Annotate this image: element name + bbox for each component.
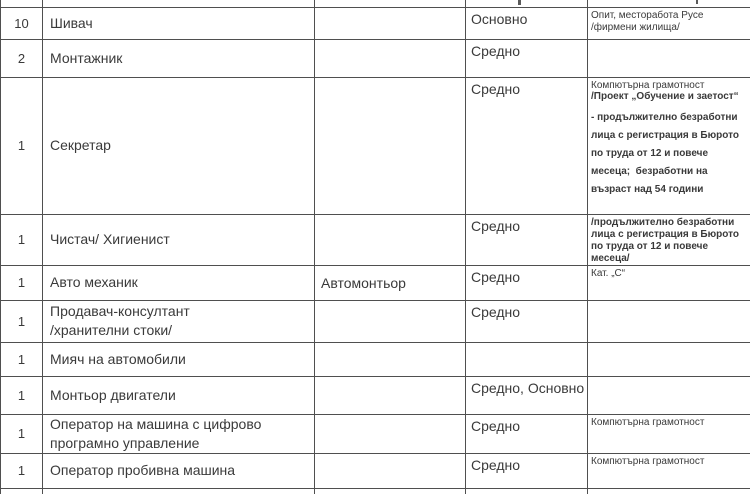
table-row: 1 Монтьор двигатели Средно, Основно <box>0 375 750 415</box>
education-cell: Средно, Основно <box>465 375 588 415</box>
vacancy-count-cell <box>0 487 43 494</box>
position-cell: Чистач/ Хигиенист <box>42 213 315 266</box>
notes-text: Компютърна грамотност <box>591 79 705 91</box>
alt-position-cell <box>314 452 466 489</box>
education-cell: Средно <box>465 299 588 343</box>
notes-cell: Компютърна грамотност /Проект „Обучение … <box>587 76 750 215</box>
table-row-clipped-top <box>0 0 750 8</box>
vacancy-count-cell: 1 <box>0 452 43 489</box>
notes-text: /продължително безработни лица с регистр… <box>591 216 739 264</box>
table-row: 1 Мияч на автомобили <box>0 341 750 377</box>
table-row: 1 Оператор на машина с цифрово програмно… <box>0 413 750 454</box>
position-cell: Оператор на машина с цифрово програмно у… <box>42 413 315 454</box>
alt-position-cell <box>314 487 466 494</box>
position-cell <box>42 0 315 8</box>
education-cell <box>465 341 588 377</box>
education-cell: Средно <box>465 76 588 215</box>
table-row: 1 Оператор пробивна машина Средно Компют… <box>0 452 750 489</box>
notes-text: Компютърна грамотност <box>591 455 705 467</box>
position-cell: Продавач-консултант /хранителни стоки/ <box>42 299 315 343</box>
notes-text: Кат. „С“ <box>591 267 626 279</box>
table-row: 1 Секретар Средно Компютърна грамотност … <box>0 76 750 215</box>
clipped-text-artifact <box>518 0 521 5</box>
education-cell: Основно <box>465 6 588 40</box>
vacancy-count-cell: 1 <box>0 413 43 454</box>
table-row: 1 Чистач/ Хигиенист Средно /продължителн… <box>0 213 750 266</box>
table-row: 10 Шивач Основно Опит, месторабота Русе … <box>0 6 750 40</box>
notes-cell: /продължително безработни лица с регистр… <box>587 213 750 266</box>
table-row: 2 Монтажник Средно <box>0 38 750 78</box>
vacancy-count-cell: 1 <box>0 341 43 377</box>
notes-cell <box>587 38 750 78</box>
alt-position-cell <box>314 76 466 215</box>
notes-text: /Проект „Обучение и заетост“ <box>591 90 739 102</box>
vacancy-count-cell: 1 <box>0 299 43 343</box>
alt-position-cell: Автомонтьор <box>314 264 466 301</box>
position-cell: Монтажник <box>42 38 315 78</box>
position-cell: Авто механик <box>42 264 315 301</box>
alt-position-cell <box>314 213 466 266</box>
notes-text: Компютърна грамотност <box>591 416 705 428</box>
notes-cell <box>587 341 750 377</box>
clipped-text-artifact <box>696 0 698 4</box>
vacancy-count-cell: 1 <box>0 264 43 301</box>
vacancy-count-cell: 1 <box>0 375 43 415</box>
vacancy-count-cell: 1 <box>0 213 43 266</box>
position-cell: Оператор пробивна машина <box>42 452 315 489</box>
alt-position-cell <box>314 6 466 40</box>
vacancy-count-cell: 2 <box>0 38 43 78</box>
notes-text: Опит, месторабота Русе /фирмени жилища/ <box>591 9 704 33</box>
education-cell <box>465 0 588 8</box>
education-cell: Средно <box>465 38 588 78</box>
notes-cell <box>587 0 750 8</box>
position-cell: Монтьор двигатели <box>42 375 315 415</box>
position-cell: Секретар <box>42 76 315 215</box>
position-cell: Мияч на автомобили <box>42 341 315 377</box>
notes-cell: Компютърна грамотност <box>587 413 750 454</box>
education-cell <box>465 487 588 494</box>
notes-cell: Кат. „С“ <box>587 264 750 301</box>
notes-cell: Компютърна грамотност <box>587 452 750 489</box>
education-cell: Средно <box>465 413 588 454</box>
position-cell: Шивач <box>42 6 315 40</box>
alt-position-cell <box>314 413 466 454</box>
education-cell: Средно <box>465 264 588 301</box>
notes-cell: Опит, месторабота Русе /фирмени жилища/ <box>587 6 750 40</box>
education-cell: Средно <box>465 452 588 489</box>
alt-position-cell <box>314 38 466 78</box>
vacancy-count-cell <box>0 0 43 8</box>
table-row: 1 Продавач-консултант /хранителни стоки/… <box>0 299 750 343</box>
alt-position-cell <box>314 341 466 377</box>
education-cell: Средно <box>465 213 588 266</box>
notes-text: - продължително безработни лица с регист… <box>591 111 739 195</box>
position-cell <box>42 487 315 494</box>
vacancy-count-cell: 10 <box>0 6 43 40</box>
notes-cell <box>587 299 750 343</box>
alt-position-cell <box>314 299 466 343</box>
alt-position-cell <box>314 375 466 415</box>
vacancy-count-cell: 1 <box>0 76 43 215</box>
alt-position-cell <box>314 0 466 8</box>
notes-cell <box>587 375 750 415</box>
table-row: 1 Авто механик Автомонтьор Средно Кат. „… <box>0 264 750 301</box>
table-row-clipped-bottom <box>0 487 750 494</box>
notes-cell <box>587 487 750 494</box>
